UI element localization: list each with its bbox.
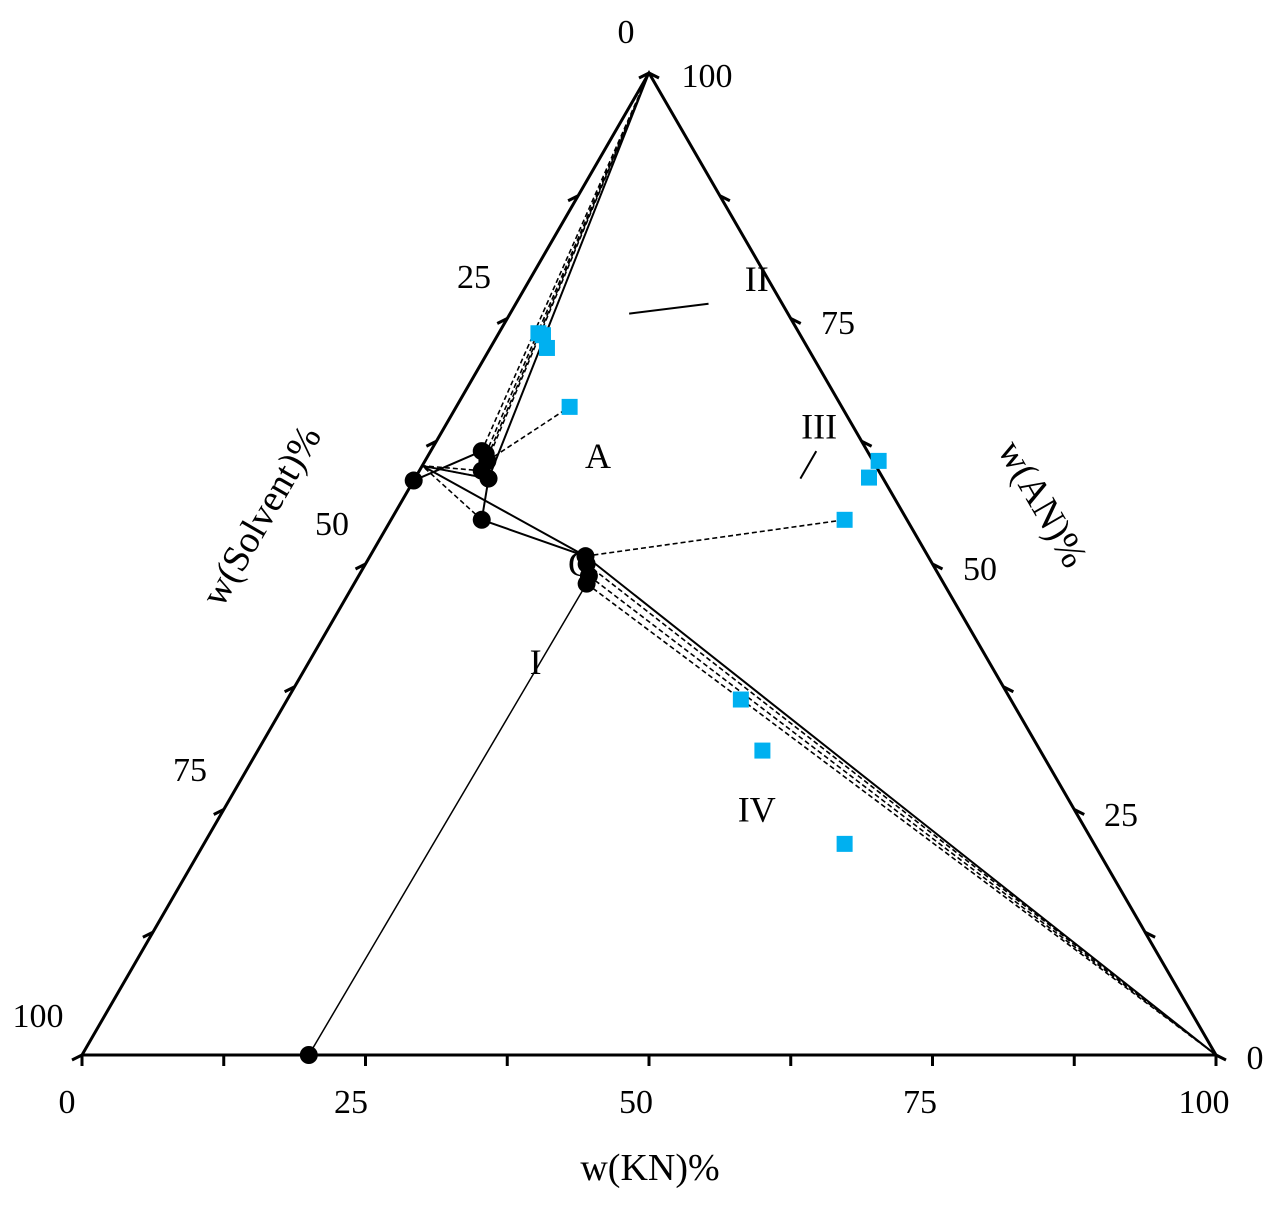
boundary-line xyxy=(629,302,709,315)
tie-line xyxy=(586,582,1217,1056)
right-tick xyxy=(648,71,660,80)
solid-phase-point xyxy=(534,327,551,344)
right-tick xyxy=(719,194,731,203)
liquid-phase-point xyxy=(299,1046,318,1064)
solid-phase-points xyxy=(530,325,887,852)
liquid-phase-point xyxy=(472,510,491,529)
boundary-line xyxy=(421,464,586,558)
right-tick xyxy=(1073,808,1085,816)
left-tick-label-0: 0 xyxy=(618,14,635,51)
bottom-tick-label-50: 50 xyxy=(619,1084,653,1121)
right-tick xyxy=(1144,930,1156,939)
boundary-line xyxy=(584,555,1217,1056)
tie-line xyxy=(585,519,845,557)
phase-boundaries xyxy=(308,72,1217,1056)
right-axis-title: w(AN)% xyxy=(989,433,1095,575)
right-tick xyxy=(790,317,802,325)
solid-phase-point xyxy=(754,742,771,759)
right-tick xyxy=(860,439,873,448)
left-tick-label-100: 100 xyxy=(13,998,64,1035)
point-G-label: G xyxy=(568,544,594,584)
solid-phase-point xyxy=(860,469,877,486)
boundary-line xyxy=(799,450,818,480)
left-axis-title: w(Solvent)% xyxy=(193,419,330,614)
region-III-label: III xyxy=(801,407,837,447)
left-tick xyxy=(142,930,154,939)
tie-line xyxy=(481,72,650,452)
bottom-tick-label-0: 0 xyxy=(59,1084,76,1121)
region-IV-label: IV xyxy=(738,790,776,830)
tie-line xyxy=(422,465,482,472)
left-tick-label-25: 25 xyxy=(457,259,491,296)
bottom-axis-title: w(KN)% xyxy=(580,1147,719,1189)
left-tick xyxy=(496,317,508,325)
left-tick xyxy=(638,71,650,80)
right-tick xyxy=(1002,685,1015,694)
right-tick-label-25: 25 xyxy=(1104,797,1138,834)
left-tick-label-75: 75 xyxy=(173,752,207,789)
bottom-tick-label-25: 25 xyxy=(334,1084,368,1121)
liquid-phase-point xyxy=(404,471,423,490)
right-tick xyxy=(931,562,944,571)
left-tick xyxy=(567,194,579,203)
solid-phase-point xyxy=(836,835,853,852)
left-tick xyxy=(213,808,225,816)
solid-phase-point xyxy=(561,398,578,415)
boundary-line xyxy=(413,450,590,584)
left-tick xyxy=(425,439,438,448)
tie-line xyxy=(486,72,650,462)
liquid-phase-points xyxy=(299,442,598,1064)
liquid-phase-point xyxy=(479,469,498,488)
tie-line xyxy=(588,575,1217,1056)
solid-phase-point xyxy=(870,452,887,469)
left-tick xyxy=(354,562,367,571)
point-A-label: A xyxy=(585,436,611,476)
right-tick-label-0: 0 xyxy=(1247,1040,1264,1077)
right-tick-label-50: 50 xyxy=(963,551,997,588)
solid-phase-point xyxy=(538,339,555,356)
bottom-tick-label-100: 100 xyxy=(1179,1084,1230,1121)
left-tick xyxy=(283,685,296,694)
region-II-label: II xyxy=(745,259,769,299)
bottom-tick-label-75: 75 xyxy=(903,1084,937,1121)
liquid-phase-point xyxy=(577,574,596,593)
solid-phase-point xyxy=(732,691,749,708)
tie-lines xyxy=(421,72,1217,1056)
left-tick xyxy=(71,1053,83,1062)
boundary-line xyxy=(308,583,588,1056)
region-I-label: I xyxy=(530,642,542,682)
tie-line xyxy=(421,465,483,521)
right-tick xyxy=(1215,1053,1227,1062)
right-tick-label-75: 75 xyxy=(821,305,855,342)
left-tick-label-50: 50 xyxy=(315,506,349,543)
right-tick-label-100: 100 xyxy=(682,58,733,95)
tie-line xyxy=(486,406,571,462)
tie-line xyxy=(586,563,1217,1056)
boundary-line xyxy=(487,72,650,479)
tick-marks xyxy=(71,71,1227,1066)
solid-phase-point xyxy=(836,511,853,528)
